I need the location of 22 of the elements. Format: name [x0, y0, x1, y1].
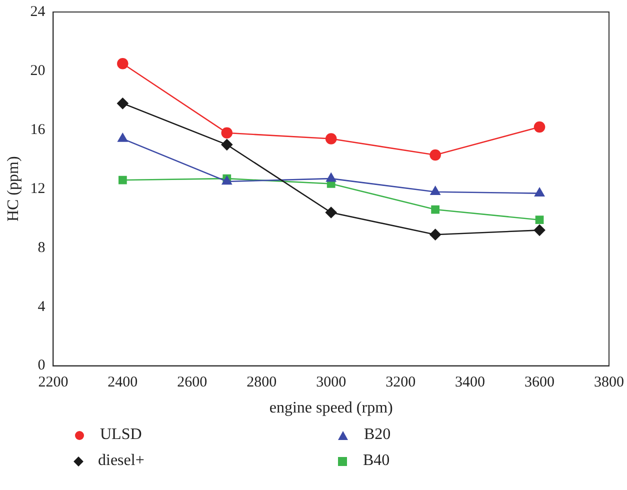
- y-tick-label: 16: [30, 122, 46, 138]
- x-axis-title: engine speed (rpm): [269, 400, 393, 417]
- legend-label: B20: [364, 426, 391, 444]
- y-axis-title: HC (ppm): [4, 156, 22, 222]
- x-tick-label: 2600: [177, 374, 208, 391]
- x-tick-label: 2200: [38, 374, 68, 391]
- legend-label: B40: [363, 452, 390, 470]
- x-tick-label: 3000: [316, 374, 346, 391]
- y-tick-label: 24: [30, 4, 46, 20]
- legend-label: diesel+: [98, 452, 144, 470]
- y-tick-label: 8: [38, 240, 46, 256]
- y-tick-label: 4: [38, 298, 46, 315]
- legend-label: ULSD: [100, 426, 142, 444]
- x-tick-label: 3600: [524, 374, 555, 391]
- y-tick-label: 0: [38, 358, 46, 374]
- x-tick-label: 2800: [246, 374, 277, 391]
- y-tick-label: 20: [30, 62, 46, 79]
- x-tick-label: 3400: [455, 374, 486, 391]
- y-tick-label: 12: [30, 180, 46, 197]
- x-tick-label: 3800: [594, 374, 624, 391]
- x-tick-label: 2400: [108, 374, 138, 391]
- x-tick-label: 3200: [386, 374, 416, 391]
